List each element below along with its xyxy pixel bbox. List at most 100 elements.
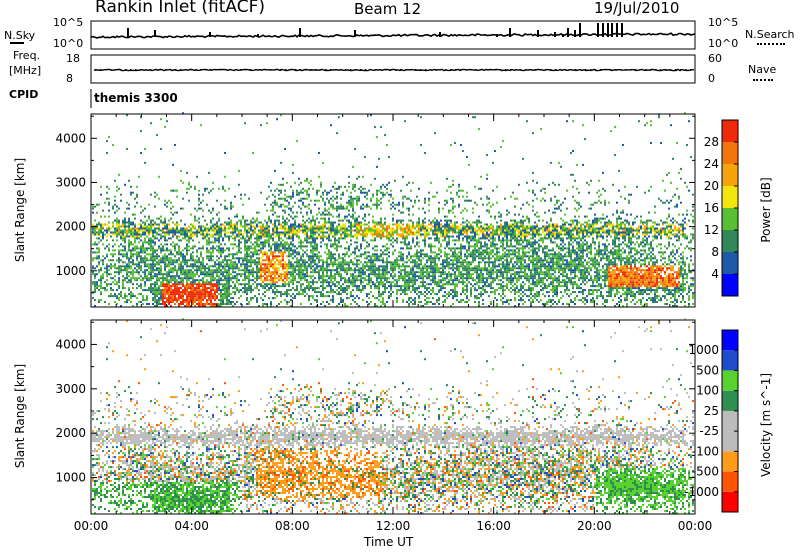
power-cell [388,277,390,280]
power-cell [160,219,162,222]
power-cell [274,281,276,284]
power-cell [318,152,320,154]
power-cell [410,245,412,248]
power-cell [378,227,380,230]
power-cell [406,197,408,200]
power-cell [362,299,364,302]
power-cell [378,295,380,298]
power-cell [418,285,420,288]
power-cell [166,255,168,258]
power-cell [346,247,348,250]
power-cell [188,183,190,186]
power-cell [406,301,408,303]
power-cell [228,281,230,284]
power-cell [116,239,118,242]
power-cell [288,271,290,274]
power-cell [260,229,262,232]
power-cell [208,255,210,258]
power-cell [220,263,222,266]
power-cell [242,279,244,282]
power-cell [100,227,102,230]
power-cell [198,229,200,232]
power-cell [196,175,198,178]
power-cell [268,217,270,220]
nave-dot [205,69,207,71]
power-cell [158,271,160,274]
power-cell [194,281,196,284]
power-cell [426,293,428,296]
power-cell [146,299,148,302]
power-cell [178,297,180,300]
power-cell [172,233,174,236]
power-cell [196,249,198,252]
power-cell [262,225,264,228]
power-cell [302,231,304,234]
power-cell [328,213,330,216]
power-cell [300,287,302,290]
power-cell [168,231,170,234]
power-cell [342,299,344,302]
power-cell [328,211,330,214]
power-cell [194,231,196,234]
power-cell [332,199,334,202]
nave-dot [450,69,452,71]
power-cell [230,297,232,300]
power-cell [310,225,312,228]
power-cell [226,293,228,296]
power-cell [192,295,194,298]
power-cell [224,255,226,258]
power-cell [118,299,120,302]
power-cell [114,229,116,232]
power-cell [196,219,198,222]
power-cell [332,265,334,268]
power-cell [204,267,206,270]
power-cell [188,297,190,300]
power-cell [200,279,202,282]
power-cell [336,293,338,296]
power-cell [254,271,256,274]
power-cell [398,227,400,230]
power-cell [284,189,286,192]
power-cell [218,219,220,222]
power-cell [342,267,344,270]
power-cell [156,277,158,280]
power-cell [284,199,286,202]
power-cell [318,273,320,276]
power-cell [174,293,176,296]
power-cell [120,305,122,307]
nave-dot [190,69,192,71]
power-cell [130,265,132,268]
power-cell [250,235,252,238]
power-cell [362,229,364,232]
power-cell [168,289,170,292]
power-cell [258,253,260,256]
power-cell [168,249,170,252]
power-cell [156,134,158,137]
power-cell [382,259,384,262]
nave-dot [625,69,627,71]
power-cell [332,281,334,284]
nave-dot [130,69,132,71]
power-cell [254,263,256,266]
power-cell [200,271,202,274]
power-cell [194,219,196,222]
power-cell [378,293,380,296]
power-cell [288,277,290,280]
power-cell [190,305,192,307]
power-cell [278,285,280,288]
power-cell [248,239,250,242]
power-cell [228,295,230,298]
power-cell [100,259,102,262]
power-cell [288,213,290,216]
power-cell [342,233,344,236]
power-cell [326,279,328,282]
power-cell [174,303,176,305]
power-cell [96,273,98,276]
power-cell [170,249,172,252]
power-cell [302,219,304,222]
power-cell [334,259,336,262]
power-cell [352,213,354,216]
power-cell [328,265,330,268]
power-cell [214,283,216,286]
power-cell [120,293,122,296]
